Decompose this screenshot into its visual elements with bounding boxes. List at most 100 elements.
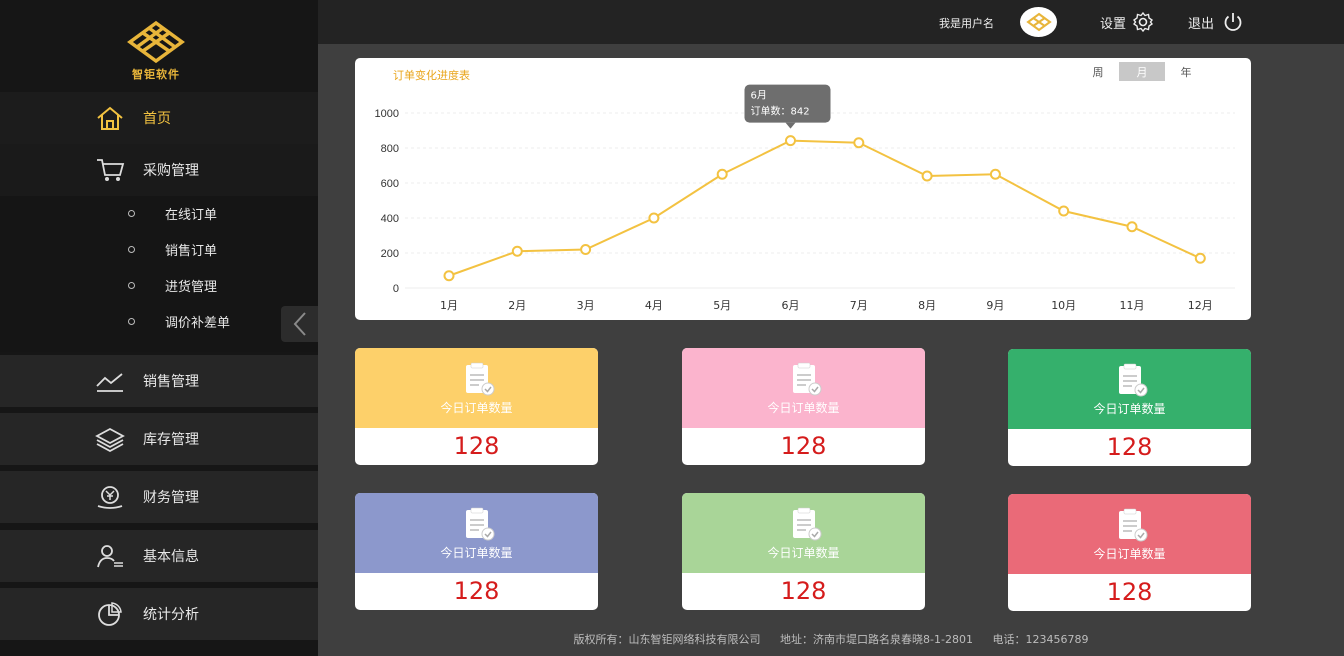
footer-address: 地址：济南市堤口路名泉春晓8-1-2801	[780, 633, 973, 646]
clipboard-check-icon	[466, 507, 495, 541]
stat-value: 128	[453, 432, 500, 460]
x-tick-label: 5月	[713, 299, 731, 312]
footer-phone: 电话：123456789	[992, 633, 1089, 646]
nav-label: 财务管理	[143, 490, 199, 506]
pie-chart-icon	[94, 598, 126, 630]
nav-finance[interactable]: 财务管理	[0, 471, 318, 523]
data-point	[443, 270, 455, 282]
settings-label: 设置	[1100, 16, 1127, 32]
bullet-icon	[128, 209, 135, 217]
data-point	[853, 137, 865, 149]
stat-card[interactable]: 今日订单数量 128	[355, 348, 598, 465]
x-tick-label: 6月	[782, 299, 800, 312]
stat-value: 128	[780, 577, 827, 605]
logout-button[interactable]: 退出	[1188, 11, 1244, 33]
bullet-icon	[128, 317, 135, 325]
logout-label: 退出	[1188, 16, 1215, 32]
tooltip-label: 订单数：842	[751, 105, 810, 118]
stat-card[interactable]: 今日订单数量 128	[1008, 349, 1251, 466]
bullet-icon	[128, 245, 135, 253]
brand-logo: 智钜软件	[118, 20, 194, 82]
submenu-sales-order[interactable]: 销售订单	[0, 232, 318, 266]
x-tick-label: 11月	[1120, 299, 1145, 312]
logo-icon	[127, 20, 185, 64]
footer-copyright: 版权所有：山东智钜网络科技有限公司	[573, 633, 761, 646]
clipboard-check-icon	[466, 362, 495, 396]
nav-label: 统计分析	[143, 607, 199, 623]
stat-label: 今日订单数量	[440, 401, 513, 415]
nav-sales[interactable]: 销售管理	[0, 355, 318, 407]
x-tick-label: 2月	[508, 299, 526, 312]
submenu-label: 调价补差单	[165, 315, 231, 331]
nav-label: 首页	[143, 111, 171, 127]
y-tick-label: 200	[381, 248, 399, 260]
x-tick-label: 9月	[986, 299, 1004, 312]
layers-icon	[94, 423, 126, 455]
settings-button[interactable]: 设置	[1100, 11, 1154, 33]
y-tick-label: 0	[393, 283, 399, 295]
y-tick-label: 1000	[375, 108, 399, 120]
gear-icon	[1133, 11, 1154, 33]
nav-label: 采购管理	[143, 163, 199, 179]
data-point	[511, 245, 523, 257]
y-tick-label: 400	[381, 213, 399, 225]
brand-name: 智钜软件	[132, 68, 180, 81]
x-tick-label: 7月	[850, 299, 868, 312]
footer: 版权所有：山东智钜网络科技有限公司 地址：济南市堤口路名泉春晓8-1-2801 …	[318, 631, 1344, 647]
sidebar: 智钜软件 首页 采购管理 在线订单 销售订单 进货管理 调价补差单	[0, 0, 318, 656]
nav-statistics[interactable]: 统计分析	[0, 588, 318, 640]
stat-card[interactable]: 今日订单数量 128	[355, 493, 598, 610]
stat-label: 今日订单数量	[767, 401, 840, 415]
sidebar-collapse-button[interactable]	[281, 306, 318, 342]
chevron-left-icon	[293, 312, 306, 336]
data-point	[648, 212, 660, 224]
series-line	[448, 139, 1201, 277]
x-tick-label: 12月	[1188, 299, 1213, 312]
stat-card[interactable]: 今日订单数量 128	[1008, 494, 1251, 611]
stat-value: 128	[453, 577, 500, 605]
x-tick-label: 1月	[440, 299, 458, 312]
top-header: 我是用户名 设置 退出	[318, 0, 1344, 44]
nav-inventory[interactable]: 库存管理	[0, 413, 318, 465]
nav-basic-info[interactable]: 基本信息	[0, 530, 318, 582]
submenu-online-order[interactable]: 在线订单	[0, 196, 318, 230]
stat-label: 今日订单数量	[1093, 402, 1166, 416]
x-tick-label: 4月	[645, 299, 663, 312]
submenu-price-adjust[interactable]: 调价补差单	[0, 304, 318, 338]
finance-icon	[94, 481, 126, 513]
submenu-stock-in[interactable]: 进货管理	[0, 268, 318, 302]
data-point	[1058, 205, 1070, 217]
avatar[interactable]	[1020, 7, 1057, 37]
clipboard-check-icon	[793, 362, 822, 396]
purchase-submenu: 在线订单 销售订单 进货管理 调价补差单	[0, 196, 318, 352]
nav-purchase[interactable]: 采购管理	[0, 144, 318, 196]
stat-card[interactable]: 今日订单数量 128	[682, 493, 925, 610]
tab-year[interactable]: 年	[1180, 65, 1192, 79]
x-tick-label: 3月	[577, 299, 595, 312]
clipboard-check-icon	[1119, 508, 1148, 542]
power-icon	[1224, 13, 1242, 31]
tooltip-pointer	[785, 122, 796, 129]
nav-home[interactable]: 首页	[0, 92, 318, 144]
submenu-label: 进货管理	[165, 279, 218, 295]
avatar-logo-icon	[1025, 12, 1052, 32]
tab-week[interactable]: 周	[1092, 65, 1104, 79]
stat-value: 128	[780, 432, 827, 460]
tooltip-box	[744, 84, 831, 123]
nav-label: 基本信息	[143, 549, 199, 565]
x-tick-label: 8月	[918, 299, 936, 312]
period-tabs: 周 月 年	[1075, 62, 1205, 81]
clipboard-check-icon	[1119, 363, 1148, 397]
submenu-label: 销售订单	[165, 243, 218, 259]
data-point	[1126, 221, 1138, 233]
cart-icon	[94, 154, 126, 186]
stat-value: 128	[1106, 433, 1153, 461]
y-tick-label: 800	[381, 143, 399, 155]
submenu-label: 在线订单	[165, 207, 218, 223]
tab-month[interactable]: 月	[1119, 62, 1165, 81]
stat-label: 今日订单数量	[1093, 547, 1166, 561]
order-line-chart: 0 200 400 600 800 1000 1月 2月 3月 4月 5月 6月 7月 8月 9月 10月 11…	[375, 84, 1235, 312]
user-info-icon	[94, 540, 126, 572]
stat-card[interactable]: 今日订单数量 128	[682, 348, 925, 465]
chart-title: 订单变化进度表	[393, 69, 470, 82]
